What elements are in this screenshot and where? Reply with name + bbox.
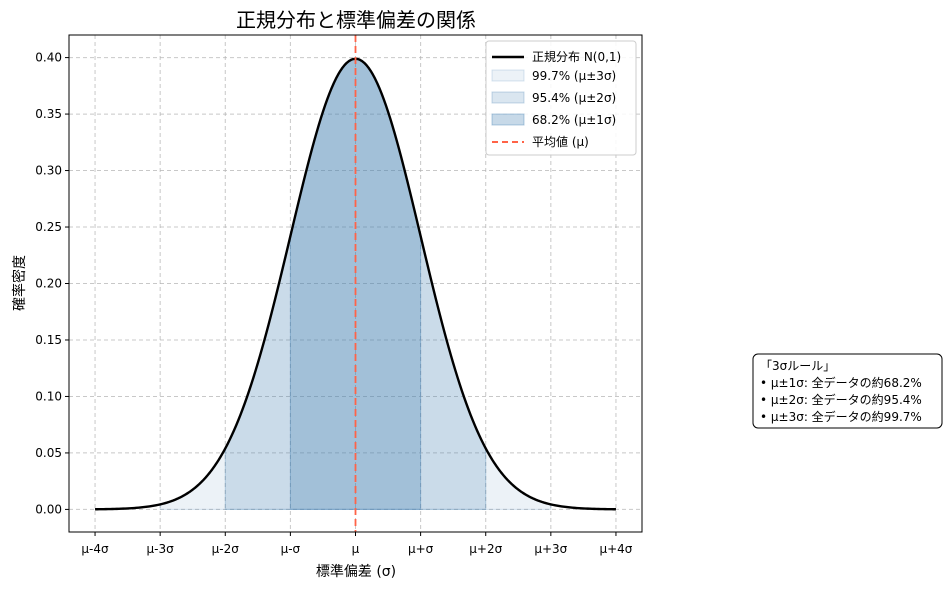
y-tick-label-3: 0.15 xyxy=(35,333,62,347)
y-tick-label-2: 0.10 xyxy=(35,389,62,403)
legend-label-curve: 正規分布 N(0,1) xyxy=(532,49,621,64)
y-tick-label-1: 0.05 xyxy=(35,446,62,460)
y-tick-label-5: 0.25 xyxy=(35,220,62,234)
y-tick-label-4: 0.20 xyxy=(35,277,62,291)
x-tick-label-6: μ+2σ xyxy=(469,542,502,556)
legend-swatch-682 xyxy=(491,113,525,126)
x-tick-label-2: μ-2σ xyxy=(212,542,240,556)
x-tick-label-4: μ xyxy=(352,542,360,556)
legend-label-997: 99.7% (μ±3σ) xyxy=(532,69,616,83)
legend-frame xyxy=(485,40,637,156)
x-tick-label-3: μ-σ xyxy=(281,542,301,556)
y-axis-label: 確率密度 xyxy=(11,255,28,311)
chart-title: 正規分布と標準偏差の関係 xyxy=(236,8,476,32)
note-frame xyxy=(752,353,943,429)
x-tick-label-8: μ+4σ xyxy=(599,542,632,556)
x-tick-label-5: μ+σ xyxy=(408,542,434,556)
x-tick-label-7: μ+3σ xyxy=(534,542,567,556)
confidence-bands xyxy=(159,58,552,510)
legend-label-682: 68.2% (μ±1σ) xyxy=(532,113,616,127)
legend: 正規分布 N(0,1) 99.7% (μ±3σ) 95.4% (μ±2σ) 68… xyxy=(485,40,637,156)
x-tick-label-1: μ-3σ xyxy=(147,542,175,556)
three-sigma-rule-note: 「3σルール」 • μ±1σ: 全データの約68.2% • μ±2σ: 全データ… xyxy=(752,353,943,429)
x-axis-label: 標準偏差 (σ) xyxy=(316,564,396,580)
y-tick-label-7: 0.35 xyxy=(35,107,62,121)
legend-swatch-997 xyxy=(491,69,525,82)
legend-swatch-954 xyxy=(491,91,525,104)
y-tick-label-6: 0.30 xyxy=(35,164,62,178)
note-line-3: • μ±2σ: 全データの約95.4% xyxy=(760,392,922,407)
x-tick-label-0: μ-4σ xyxy=(81,542,109,556)
note-line-2: • μ±1σ: 全データの約68.2% xyxy=(760,375,922,390)
legend-label-mean: 平均値 (μ) xyxy=(532,134,589,149)
note-line-4: • μ±3σ: 全データの約99.7% xyxy=(760,409,922,424)
y-tick-label-8: 0.40 xyxy=(35,51,62,65)
x-axis-ticks: μ-4σ μ-3σ μ-2σ μ-σ μ μ+σ μ+2σ μ+3σ μ+4σ xyxy=(81,532,633,556)
y-axis-ticks: 0.00 0.05 0.10 0.15 0.20 0.25 0.30 0.35 0.40 xyxy=(35,51,69,516)
y-tick-label-0: 0.00 xyxy=(35,502,62,516)
note-line-1: 「3σルール」 xyxy=(760,359,835,373)
legend-label-954: 95.4% (μ±2σ) xyxy=(532,91,616,105)
